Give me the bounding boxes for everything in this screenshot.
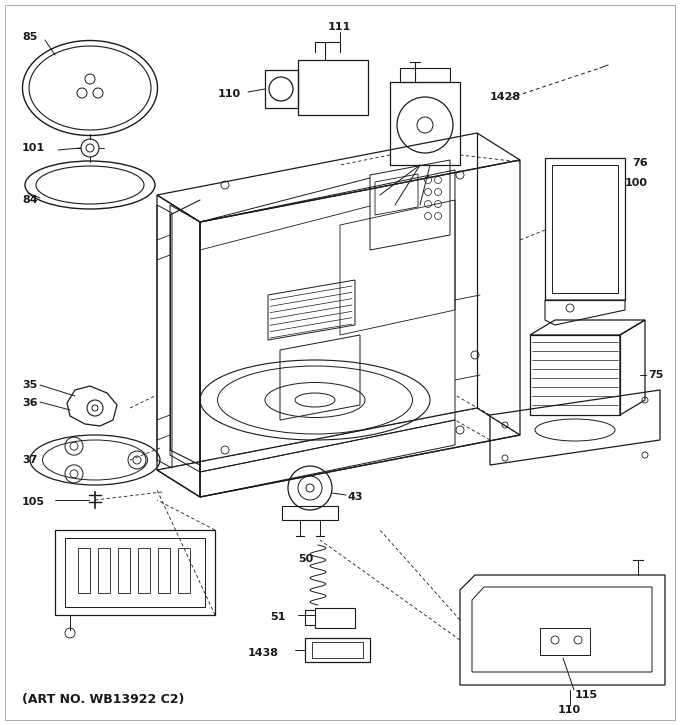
Text: 35: 35 bbox=[22, 380, 37, 390]
Text: 111: 111 bbox=[328, 22, 352, 32]
Text: 115: 115 bbox=[575, 690, 598, 700]
Text: 110: 110 bbox=[218, 89, 241, 99]
Text: 101: 101 bbox=[22, 143, 45, 153]
Bar bbox=[178, 548, 190, 593]
Text: 76: 76 bbox=[632, 158, 647, 168]
Text: 50: 50 bbox=[298, 554, 313, 564]
Bar bbox=[118, 548, 130, 593]
Text: 105: 105 bbox=[22, 497, 45, 507]
Text: 36: 36 bbox=[22, 398, 37, 408]
Text: (ART NO. WB13922 C2): (ART NO. WB13922 C2) bbox=[22, 693, 184, 706]
Text: 51: 51 bbox=[270, 612, 286, 622]
Text: 110: 110 bbox=[558, 705, 581, 715]
Text: 85: 85 bbox=[22, 32, 37, 42]
Text: 1438: 1438 bbox=[248, 648, 279, 658]
Bar bbox=[98, 548, 110, 593]
Text: 75: 75 bbox=[648, 370, 664, 380]
Bar bbox=[138, 548, 150, 593]
Bar bbox=[78, 548, 90, 593]
Text: 1428: 1428 bbox=[490, 92, 521, 102]
Text: 37: 37 bbox=[22, 455, 37, 465]
Text: 100: 100 bbox=[625, 178, 648, 188]
Text: 43: 43 bbox=[348, 492, 364, 502]
Bar bbox=[158, 548, 170, 593]
Text: 84: 84 bbox=[22, 195, 37, 205]
